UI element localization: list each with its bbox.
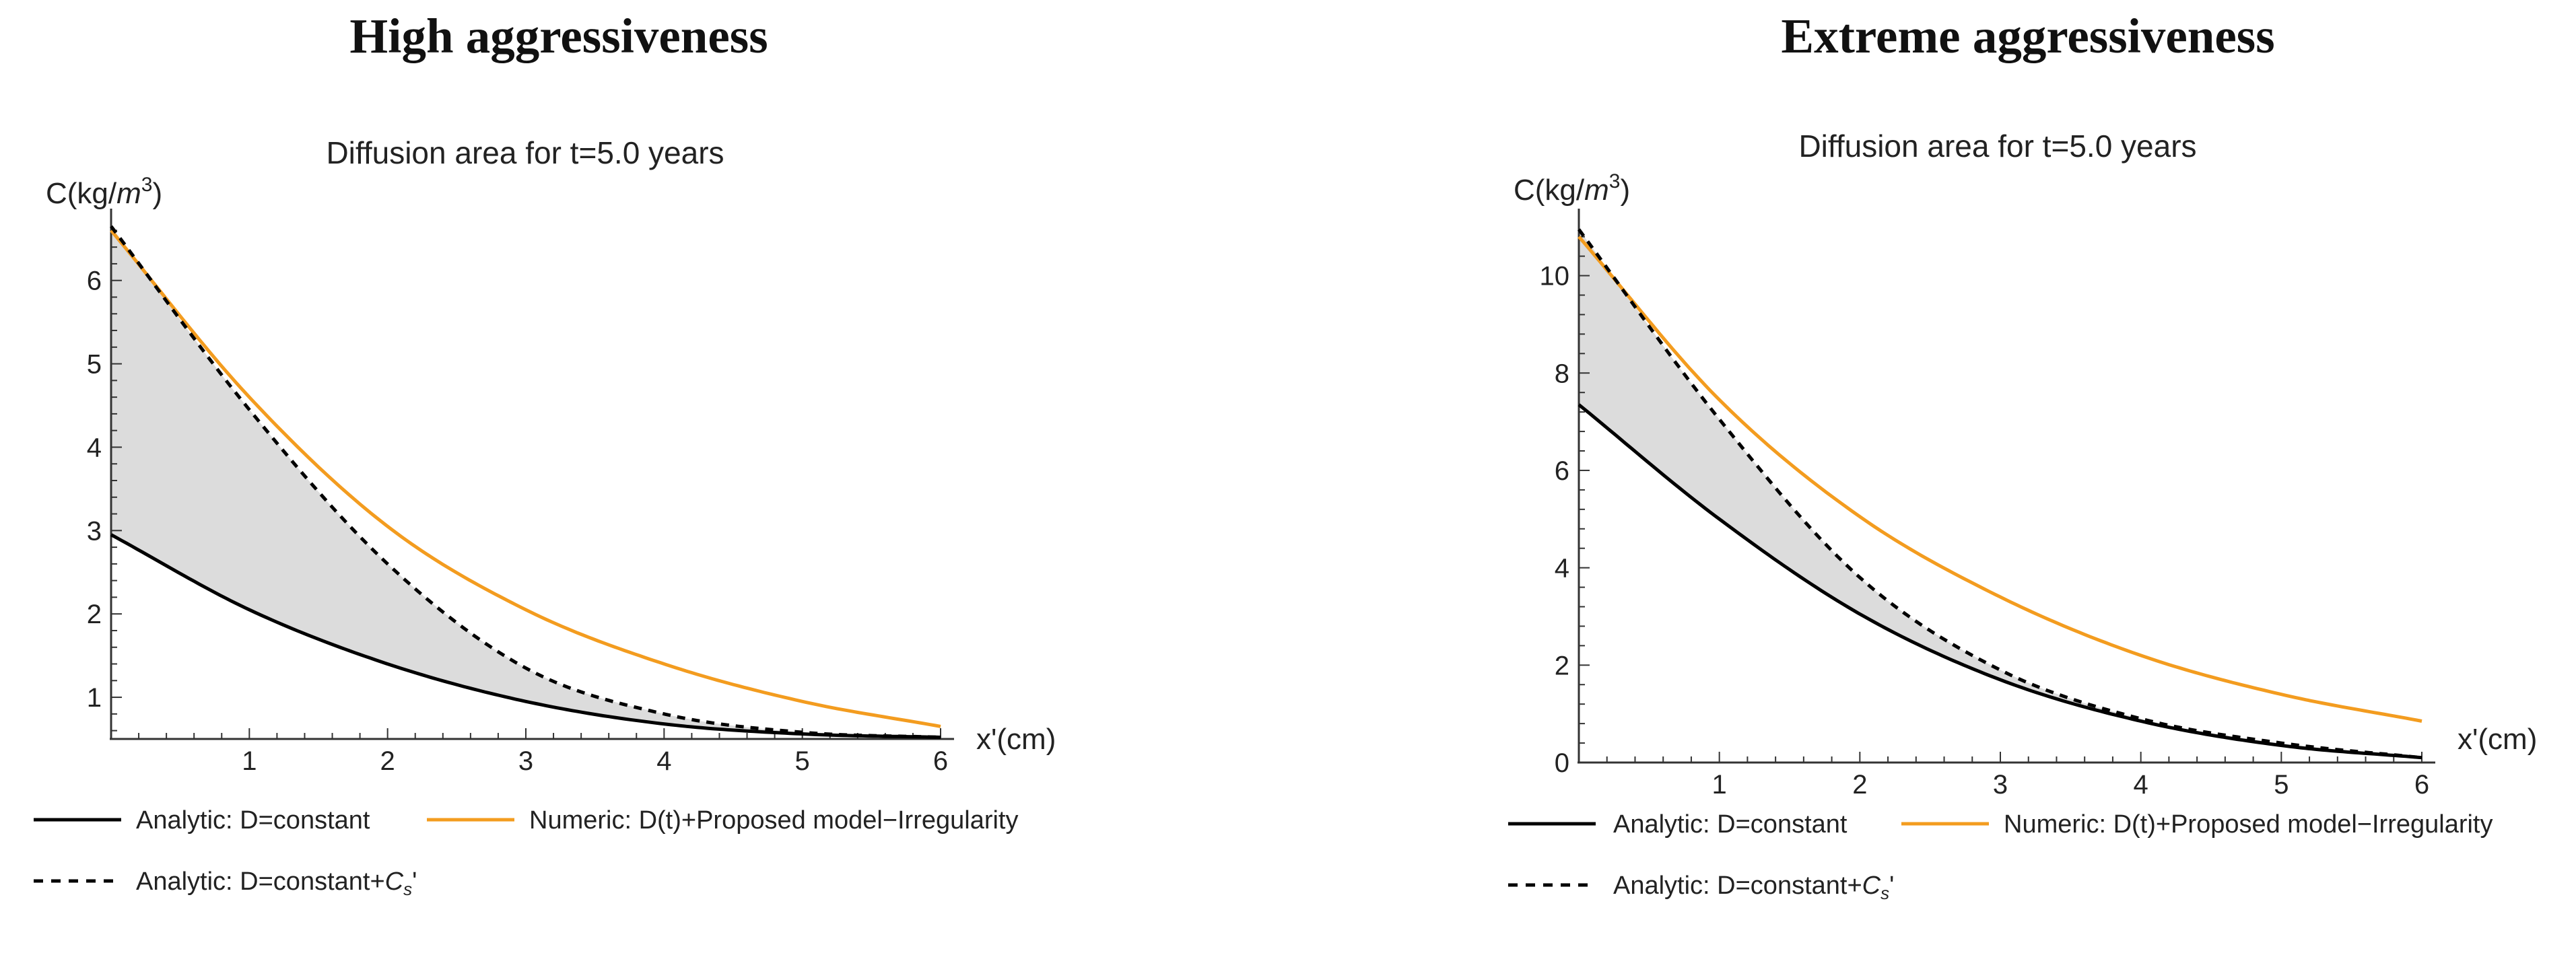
legend-label-analytic: Analytic: D=constant	[136, 806, 370, 835]
chart-title: Diffusion area for t=5.0 years	[326, 135, 724, 170]
y-tick-label: 6	[1555, 456, 1569, 486]
legend-label-numeric: Numeric: D(t)+Proposed model−Irregularit…	[529, 806, 1019, 835]
panel-heading: High aggressiveness	[349, 9, 768, 63]
x-tick-label: 4	[2134, 770, 2148, 800]
series-line-analytic-cs	[1577, 228, 2422, 760]
y-tick-label: 1	[87, 683, 102, 713]
plot-area: 1 2 3 4 5 6 1 2 3 4 5 6	[87, 209, 954, 776]
series-line-numeric	[110, 229, 941, 728]
series-line-analytic-cs	[110, 225, 941, 739]
legend: Analytic: D=constant Numeric: D(t)+Propo…	[1508, 810, 2493, 903]
chart-panel-high: High aggressiveness Diffusion area for t…	[34, 9, 1056, 899]
panel-heading: Extreme aggressiveness	[1781, 9, 2274, 63]
x-tick-label: 3	[518, 746, 533, 776]
x-tick-label: 4	[656, 746, 671, 776]
y-axis-label: C(kg/m3)	[1514, 170, 1630, 207]
legend-label-analytic: Analytic: D=constant	[1613, 810, 1848, 839]
x-tick-label: 2	[380, 746, 395, 776]
x-tick-label: 1	[1712, 770, 1727, 800]
legend-label-numeric: Numeric: D(t)+Proposed model−Irregularit…	[2004, 810, 2493, 839]
y-tick-label: 5	[87, 350, 102, 380]
y-tick-label: 6	[87, 267, 102, 296]
diffusion-area	[111, 226, 941, 738]
y-tick-label: 2	[87, 600, 102, 629]
plot-area: 1 2 3 4 5 6 0 2 4 6 8 10	[1540, 209, 2435, 800]
y-tick-label: 0	[1555, 748, 1569, 778]
legend: Analytic: D=constant Numeric: D(t)+Propo…	[34, 806, 1019, 899]
y-tick-label: 3	[87, 516, 102, 546]
x-axis-label: x'(cm)	[2458, 723, 2537, 756]
series-line-analytic	[1578, 403, 2422, 760]
x-tick-label: 5	[2274, 770, 2289, 800]
x-tick-label: 3	[1993, 770, 2008, 800]
x-tick-label: 6	[2414, 770, 2429, 800]
y-tick-label: 4	[1555, 554, 1569, 583]
y-tick-label: 8	[1555, 359, 1569, 388]
diffusion-area	[1579, 229, 2422, 758]
legend-label-dashed: Analytic: D=constant+Cs'	[136, 868, 417, 899]
series-line-numeric	[1578, 236, 2422, 723]
x-tick-label: 1	[242, 746, 257, 776]
y-tick-label: 10	[1540, 262, 1570, 291]
y-axis-label: C(kg/m3)	[46, 174, 162, 210]
y-tick-label: 4	[87, 433, 102, 462]
chart-title: Diffusion area for t=5.0 years	[1798, 129, 2196, 164]
legend-label-dashed: Analytic: D=constant+Cs'	[1613, 872, 1894, 903]
chart-panel-extreme: Extreme aggressiveness Diffusion area fo…	[1508, 9, 2537, 903]
x-tick-label: 2	[1852, 770, 1867, 800]
x-axis-label: x'(cm)	[976, 723, 1056, 756]
x-tick-label: 5	[795, 746, 810, 776]
x-tick-label: 6	[933, 746, 948, 776]
y-tick-label: 2	[1555, 651, 1569, 680]
